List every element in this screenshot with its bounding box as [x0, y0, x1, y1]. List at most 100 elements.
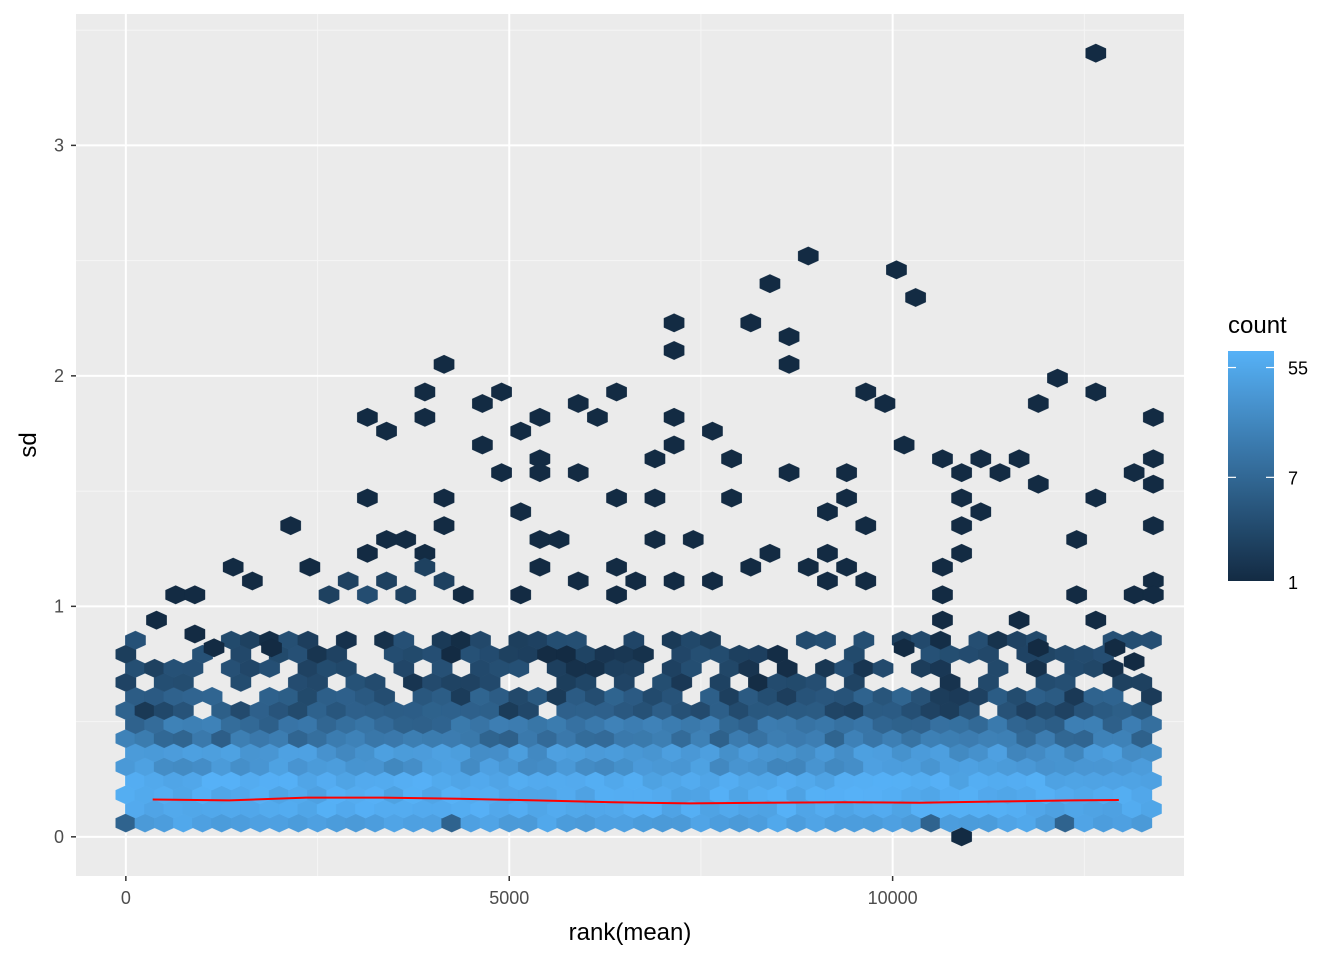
- hex-cell-sparse: [740, 557, 762, 577]
- hex-cell: [958, 701, 980, 720]
- hex-cell: [1141, 743, 1162, 763]
- hex-cell-sparse: [836, 557, 857, 577]
- hex-cell: [201, 687, 223, 706]
- smooth-line: [152, 796, 1119, 805]
- hex-cell: [508, 658, 530, 678]
- hex-cell-sparse: [932, 557, 953, 577]
- hex-cell: [613, 672, 635, 692]
- hex-cell: [738, 658, 760, 678]
- hex-cell-sparse: [510, 502, 532, 522]
- hex-cell: [843, 644, 865, 664]
- hex-cell-sparse: [357, 488, 378, 508]
- hex-cell-sparse: [702, 421, 723, 441]
- hex-cell-sparse: [817, 571, 838, 591]
- hex-cell-sparse: [1066, 585, 1087, 605]
- hex-cell: [843, 672, 865, 692]
- hex-cell-sparse: [337, 571, 359, 591]
- hex-cell: [1131, 729, 1153, 749]
- hex-cell-sparse: [836, 463, 857, 483]
- hex-cell-sparse: [740, 313, 762, 333]
- hex-cell-sparse: [721, 488, 742, 508]
- hex-cell-sparse: [1047, 368, 1068, 388]
- hex-cell-sparse: [1085, 43, 1107, 63]
- hex-cell-sparse: [951, 488, 972, 508]
- hex-cell: [518, 701, 539, 720]
- hex-cell-sparse: [433, 516, 455, 536]
- hex-cell-sparse: [357, 407, 378, 427]
- legend-colorbar: [1228, 351, 1274, 581]
- hex-cell: [767, 644, 788, 664]
- hex-cell: [115, 672, 137, 692]
- hex-cell-sparse: [1142, 585, 1164, 605]
- hex-cell-sparse: [491, 382, 512, 402]
- hex-cell-sparse: [644, 488, 666, 508]
- hex-cell-sparse: [376, 571, 397, 591]
- hex-cell-sparse: [184, 624, 206, 644]
- hex-cell-sparse: [644, 530, 666, 549]
- hex-cell: [1141, 771, 1162, 791]
- hex-cell-sparse: [376, 421, 397, 441]
- hex-cell-sparse: [261, 638, 282, 658]
- hex-cell-sparse: [893, 638, 915, 658]
- hex-cell-sparse: [146, 610, 167, 630]
- hex-cell: [1026, 658, 1047, 678]
- hex-cell-sparse: [472, 394, 493, 413]
- hex-cell-sparse: [357, 585, 378, 605]
- hex-cell: [700, 630, 721, 650]
- hex-cell-sparse: [1142, 407, 1164, 427]
- x-tick-label: 10000: [868, 888, 918, 908]
- hex-cell: [623, 658, 645, 678]
- hex-cell: [776, 658, 798, 678]
- legend-label: 55: [1288, 359, 1308, 379]
- hex-cell: [335, 658, 357, 678]
- hex-cell: [709, 672, 731, 692]
- hex-cell-sparse: [663, 435, 685, 455]
- hex-cell-sparse: [817, 502, 838, 522]
- hex-cell: [1141, 799, 1162, 819]
- hex-cell: [661, 687, 683, 706]
- hex-cell-sparse: [1142, 516, 1164, 536]
- hex-cell-sparse: [663, 313, 685, 333]
- hex-cell: [978, 644, 999, 664]
- hex-cell-sparse: [778, 463, 800, 483]
- hex-cell: [1131, 813, 1153, 833]
- hex-cell: [633, 644, 654, 664]
- hex-cell: [987, 658, 1009, 678]
- hex-cell-sparse: [510, 585, 532, 605]
- hex-cell-sparse: [1027, 474, 1049, 494]
- hex-cell-sparse: [567, 463, 589, 483]
- hex-cell-sparse: [886, 260, 907, 280]
- hex-cell-sparse: [1123, 652, 1145, 672]
- hex-cell-sparse: [242, 571, 263, 591]
- hex-cell: [1102, 687, 1124, 706]
- hex-cell-sparse: [644, 449, 666, 469]
- hex-cell-sparse: [529, 557, 551, 577]
- hex-cell: [173, 701, 194, 720]
- hex-cell: [815, 630, 836, 650]
- hex-cell-sparse: [1123, 463, 1145, 483]
- hex-cell: [1141, 715, 1162, 735]
- hex-cell: [1131, 672, 1153, 692]
- hex-cell-sparse: [855, 571, 877, 591]
- hex-cell: [335, 630, 357, 650]
- hex-cell-sparse: [797, 557, 819, 577]
- hex-cell: [671, 672, 693, 692]
- hex-cell-sparse: [357, 543, 378, 563]
- hex-cell: [259, 658, 280, 678]
- hex-cell-sparse: [395, 585, 417, 605]
- hex-cell-sparse: [203, 638, 225, 658]
- hex-cell-sparse: [951, 516, 972, 536]
- y-tick-label: 3: [54, 135, 64, 155]
- hex-cell-sparse: [663, 341, 685, 360]
- hex-cell: [431, 658, 453, 678]
- hex-cell-sparse: [951, 543, 972, 563]
- hex-cell: [681, 658, 702, 678]
- hex-cell: [1141, 630, 1162, 650]
- hex-cell-sparse: [1066, 530, 1087, 549]
- x-tick-label: 0: [121, 888, 131, 908]
- hex-cell: [326, 644, 348, 664]
- hex-cell-sparse: [625, 571, 647, 591]
- hex-cell-sparse: [567, 571, 589, 591]
- hex-cell: [853, 630, 875, 650]
